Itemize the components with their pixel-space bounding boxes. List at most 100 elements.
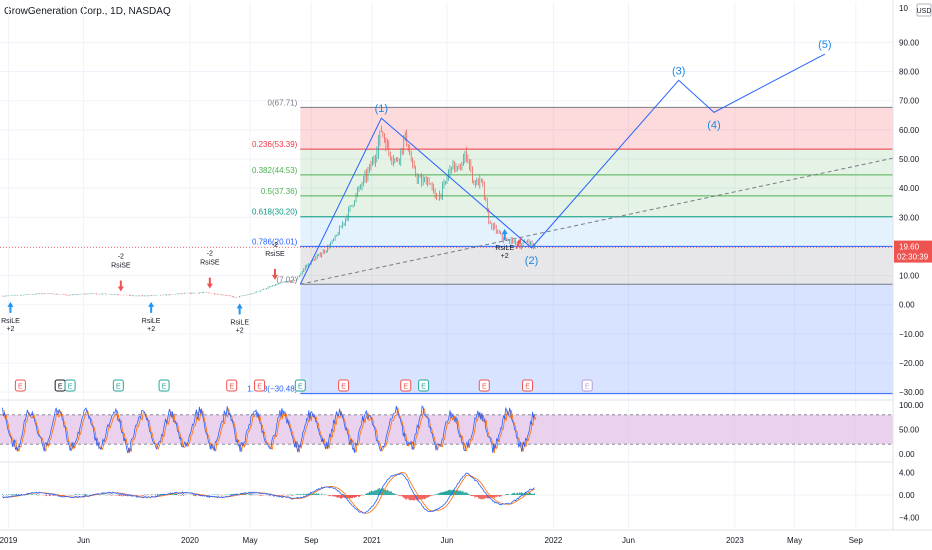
price-tick-label: 80.00 — [899, 68, 920, 77]
osc2-histogram — [1, 488, 536, 501]
price-tick-label: 30.00 — [899, 213, 920, 222]
price-tick-label: 50.00 — [899, 155, 920, 164]
osc1-k-line — [2, 405, 535, 454]
earnings-letter: E — [482, 384, 487, 391]
signal-label: RsiLE — [230, 319, 249, 326]
earnings-letter: E — [585, 384, 590, 391]
signal-arrow-down — [117, 280, 124, 292]
time-tick-label: 2020 — [181, 536, 199, 545]
earnings-letter: E — [257, 384, 262, 391]
signal-arrow-up — [236, 303, 243, 315]
time-tick-label: Jun — [622, 536, 635, 545]
price-axis-top-clip: 10 — [899, 4, 908, 13]
fib-level-label: 0.618(30.20) — [252, 208, 298, 217]
price-tick-label: 40.00 — [899, 184, 920, 193]
price-tick-label: 90.00 — [899, 38, 920, 47]
price-tick-label: 0.00 — [899, 301, 915, 310]
time-tick-label: Sep — [304, 536, 319, 545]
earnings-letter: E — [525, 384, 530, 391]
time-tick-label: 2019 — [0, 536, 18, 545]
elliott-wave-line — [299, 53, 826, 285]
signal-arrow-up — [7, 301, 14, 313]
elliott-wave-label: (2) — [525, 255, 538, 267]
signal-value: -2 — [118, 254, 124, 261]
earnings-icon — [254, 379, 266, 392]
price-tick-label: −30.00 — [899, 388, 924, 397]
fib-retracement: 0(67.71) 0.236(53.39) 0.382(44.53) 0.5(37.3… — [247, 98, 893, 395]
elliott-wave-label: (3) — [672, 65, 685, 77]
earnings-letter: E — [229, 384, 234, 391]
earnings-icon — [64, 379, 76, 392]
earnings-letter: E — [341, 384, 346, 391]
earnings-letter: E — [116, 384, 121, 391]
earnings-icon — [418, 379, 430, 392]
signal-value: +2 — [147, 326, 155, 333]
earnings-icon — [158, 379, 170, 392]
signal-value: +2 — [236, 327, 244, 334]
signal-arrow-down — [271, 268, 278, 280]
osc2-signal-line — [2, 472, 535, 514]
time-tick-label: May — [787, 536, 802, 545]
earnings-letter: E — [18, 384, 23, 391]
last-price-countdown: 02:30:39 — [897, 253, 929, 262]
earnings-letter: E — [68, 384, 73, 391]
osc2-tick-label: 0.00 — [899, 491, 915, 500]
strategy-signals: -2RsiSERsiLE+2RsiLE+2-2RsiSERsiLE+2-2Rsi… — [1, 229, 514, 334]
time-tick-label: Sep — [849, 536, 864, 545]
time-tick-label: Jun — [441, 536, 454, 545]
time-tick-label: May — [243, 536, 258, 545]
time-axis: 2019 Jun 2020 May Sep 2021 Jun 2022 Jun 2023 May Se… — [0, 529, 932, 545]
last-price-value: 19.60 — [899, 243, 920, 252]
signal-label: RsiSE — [200, 260, 220, 267]
earnings-icon — [226, 379, 238, 392]
osc1-tick-label: 50.00 — [899, 426, 920, 435]
fib-level-label: 0.382(44.53) — [252, 166, 298, 175]
signal-label: RsiSE — [265, 251, 285, 258]
osc2-macd-line — [2, 472, 535, 514]
annotation-arrow — [515, 237, 522, 249]
osc1-d-line — [3, 407, 537, 454]
fib-level-label: 0.5(37.36) — [261, 187, 298, 196]
price-candles — [2, 125, 536, 298]
price-axis-bg — [893, 0, 932, 550]
price-tick-label: 60.00 — [899, 126, 920, 135]
fib-zone — [300, 246, 893, 285]
currency-badge: USD — [916, 3, 932, 17]
fib-level-label: 0.236(53.39) — [252, 140, 298, 149]
grid-lines — [0, 2, 893, 528]
signal-arrow-down — [206, 277, 213, 289]
earnings-icon — [14, 379, 26, 392]
earnings-letter: E — [298, 384, 303, 391]
time-tick-label: 2023 — [726, 536, 744, 545]
osc2-tick-label: 4.00 — [899, 469, 915, 478]
earnings-icon — [478, 379, 490, 392]
signal-value: -2 — [207, 251, 213, 258]
earnings-letter: E — [403, 384, 408, 391]
last-price-box — [894, 240, 932, 263]
fib-zone — [300, 149, 893, 175]
earnings-letter: E — [58, 384, 63, 391]
price-tick-label: −10.00 — [899, 330, 924, 339]
earnings-icon — [338, 379, 350, 392]
fib-zone — [300, 107, 893, 150]
signal-label: RsiLE — [1, 318, 20, 325]
osc1-tick-label: 100.00 — [899, 401, 924, 410]
elliott-wave-label: (1) — [375, 103, 388, 115]
symbol-title: GrowGeneration Corp., 1D, NASDAQ — [4, 6, 171, 17]
price-tick-label: 10.00 — [899, 272, 920, 281]
price-tick-label: 70.00 — [899, 97, 920, 106]
signal-label: RsiLE — [142, 318, 161, 325]
time-tick-label: Jun — [77, 536, 90, 545]
earnings-icon — [400, 379, 412, 392]
elliott-wave: (1) (2) (3) (4) (5) — [299, 39, 832, 285]
signal-value: +2 — [501, 253, 509, 260]
price-axis: 10 USD 90.00 80.00 70.00 60.00 50.00 40.00 30.00… — [892, 0, 932, 550]
earnings-icon — [112, 379, 124, 392]
currency-label: USD — [917, 8, 932, 15]
signal-arrow-up — [501, 229, 508, 241]
fib-zone — [300, 284, 893, 394]
earnings-letter: E — [421, 384, 426, 391]
